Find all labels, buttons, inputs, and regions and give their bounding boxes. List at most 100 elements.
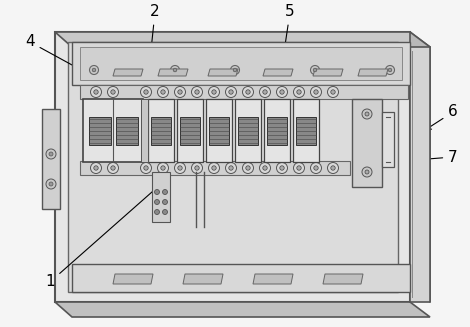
Circle shape xyxy=(171,65,180,75)
Bar xyxy=(116,117,138,145)
Circle shape xyxy=(230,65,240,75)
Circle shape xyxy=(311,65,320,75)
Circle shape xyxy=(163,190,167,195)
Bar xyxy=(410,47,430,302)
Circle shape xyxy=(243,87,253,97)
Circle shape xyxy=(92,68,96,72)
Circle shape xyxy=(226,163,236,174)
Circle shape xyxy=(365,112,369,116)
Polygon shape xyxy=(55,32,430,47)
Bar xyxy=(296,117,316,145)
Circle shape xyxy=(212,90,216,94)
Circle shape xyxy=(174,163,186,174)
Circle shape xyxy=(212,166,216,170)
Bar xyxy=(264,99,290,162)
Circle shape xyxy=(174,87,186,97)
Text: 4: 4 xyxy=(25,35,91,75)
Circle shape xyxy=(385,65,394,75)
Circle shape xyxy=(111,90,115,94)
Circle shape xyxy=(163,199,167,204)
Circle shape xyxy=(49,152,53,156)
Circle shape xyxy=(195,166,199,170)
Circle shape xyxy=(49,182,53,186)
Circle shape xyxy=(362,109,372,119)
Polygon shape xyxy=(158,69,188,76)
Circle shape xyxy=(259,87,271,97)
Circle shape xyxy=(209,163,219,174)
Bar xyxy=(141,99,148,162)
Circle shape xyxy=(157,163,169,174)
Bar xyxy=(206,99,232,162)
Circle shape xyxy=(46,179,56,189)
Bar xyxy=(80,85,408,99)
Circle shape xyxy=(314,166,318,170)
Circle shape xyxy=(91,163,102,174)
Circle shape xyxy=(178,90,182,94)
Circle shape xyxy=(388,68,392,72)
Circle shape xyxy=(229,166,233,170)
Bar xyxy=(68,42,398,292)
Bar xyxy=(352,99,382,187)
Circle shape xyxy=(46,149,56,159)
Circle shape xyxy=(293,87,305,97)
Bar xyxy=(55,32,410,302)
Circle shape xyxy=(314,90,318,94)
Circle shape xyxy=(362,167,372,177)
Bar xyxy=(42,109,60,209)
Circle shape xyxy=(226,87,236,97)
Bar xyxy=(235,99,261,162)
Bar xyxy=(83,99,143,162)
Circle shape xyxy=(246,90,250,94)
Polygon shape xyxy=(113,69,143,76)
Circle shape xyxy=(161,166,165,170)
Bar xyxy=(180,117,200,145)
Circle shape xyxy=(141,87,151,97)
Circle shape xyxy=(263,90,267,94)
Circle shape xyxy=(365,170,369,174)
Circle shape xyxy=(195,90,199,94)
Circle shape xyxy=(94,166,98,170)
Circle shape xyxy=(276,163,288,174)
Circle shape xyxy=(108,87,118,97)
Bar xyxy=(209,117,229,145)
Polygon shape xyxy=(313,69,343,76)
Circle shape xyxy=(311,87,321,97)
Bar xyxy=(382,112,394,167)
Circle shape xyxy=(293,163,305,174)
Polygon shape xyxy=(113,274,153,284)
Circle shape xyxy=(191,87,203,97)
Polygon shape xyxy=(410,32,430,302)
Circle shape xyxy=(157,87,169,97)
Circle shape xyxy=(178,166,182,170)
Circle shape xyxy=(328,163,338,174)
Circle shape xyxy=(331,90,335,94)
Circle shape xyxy=(280,166,284,170)
Text: 7: 7 xyxy=(419,149,458,164)
Bar xyxy=(151,117,171,145)
Circle shape xyxy=(297,166,301,170)
Circle shape xyxy=(328,87,338,97)
Circle shape xyxy=(163,210,167,215)
Circle shape xyxy=(263,166,267,170)
Circle shape xyxy=(155,210,159,215)
Circle shape xyxy=(94,90,98,94)
Circle shape xyxy=(233,68,237,72)
Bar xyxy=(80,47,402,80)
Text: 5: 5 xyxy=(279,5,295,75)
Polygon shape xyxy=(253,274,293,284)
Circle shape xyxy=(259,163,271,174)
Circle shape xyxy=(331,166,335,170)
Polygon shape xyxy=(55,302,430,317)
Bar xyxy=(80,161,350,175)
Bar xyxy=(89,117,111,145)
Circle shape xyxy=(191,163,203,174)
Circle shape xyxy=(173,68,177,72)
Circle shape xyxy=(229,90,233,94)
Circle shape xyxy=(155,199,159,204)
Bar xyxy=(152,172,170,222)
Bar xyxy=(177,99,203,162)
Bar xyxy=(293,99,319,162)
Circle shape xyxy=(89,65,99,75)
Circle shape xyxy=(276,87,288,97)
Circle shape xyxy=(161,90,165,94)
